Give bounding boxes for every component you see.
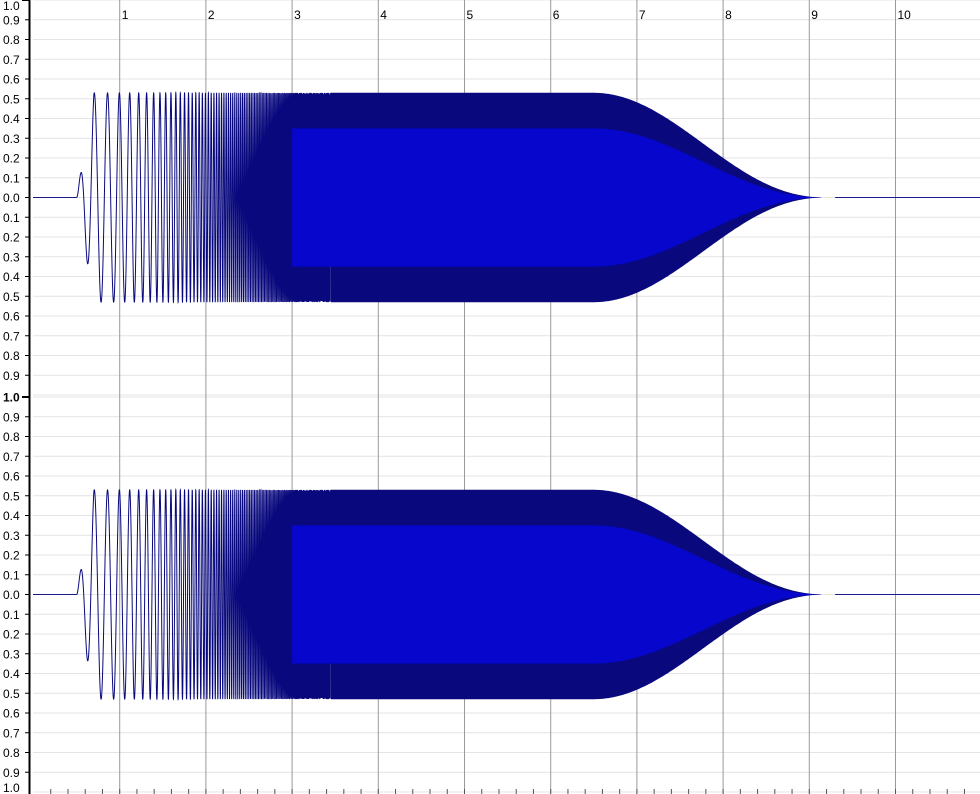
time-ruler[interactable]: 123456789101 <box>50 8 980 794</box>
amplitude-tick-label: 0.3 <box>3 132 20 146</box>
amplitude-tick-label: 0.2 <box>3 231 20 245</box>
amplitude-tick-label: 0.2 <box>3 549 20 563</box>
amplitude-ruler: 1.00.90.80.70.60.50.40.30.20.10.00.10.20… <box>0 0 31 794</box>
amplitude-tick-label: 0.4 <box>3 112 20 126</box>
amplitude-tick-label: 0.6 <box>3 707 20 721</box>
time-tick-label: 4 <box>380 8 387 22</box>
amplitude-tick-label: 0.4 <box>3 270 20 284</box>
amplitude-tick-label: 0.1 <box>3 568 20 582</box>
time-tick-label: 3 <box>294 8 301 22</box>
channel-right[interactable] <box>33 487 980 701</box>
amplitude-tick-label: 0.1 <box>3 171 20 185</box>
amplitude-tick-label: 0.0 <box>3 588 20 602</box>
amplitude-tick-label: 0.7 <box>3 53 20 67</box>
amplitude-tick-label: 0.4 <box>3 509 20 523</box>
envelope-inner <box>292 525 844 664</box>
time-tick-label: 6 <box>553 8 560 22</box>
amplitude-tick-label: 0.6 <box>3 73 20 87</box>
amplitude-tick-label: 0.9 <box>3 410 20 424</box>
amplitude-tick-label: 0.9 <box>3 766 20 780</box>
amplitude-tick-label: 0.5 <box>3 489 20 503</box>
amplitude-tick-label: 0.7 <box>3 329 20 343</box>
amplitude-tick-label: 0.7 <box>3 450 20 464</box>
amplitude-tick-label: 0.5 <box>3 290 20 304</box>
amplitude-tick-label: 0.8 <box>3 746 20 760</box>
time-tick-label: 9 <box>811 8 818 22</box>
amplitude-tick-label: 0.1 <box>3 211 20 225</box>
amplitude-tick-label: 0.2 <box>3 152 20 166</box>
amplitude-tick-label: 0.3 <box>3 529 20 543</box>
time-tick-label: 1 <box>122 8 129 22</box>
time-tick-label: 10 <box>898 8 912 22</box>
amplitude-tick-label: 0.6 <box>3 310 20 324</box>
amplitude-tick-label: 0.5 <box>3 687 20 701</box>
tracks[interactable] <box>33 90 980 701</box>
amplitude-tick-label: 0.4 <box>3 667 20 681</box>
channel-left[interactable] <box>33 90 980 304</box>
amplitude-tick-label: 0.1 <box>3 608 20 622</box>
amplitude-tick-label: 0.6 <box>3 470 20 484</box>
amplitude-tick-label: 0.9 <box>3 369 20 383</box>
amplitude-tick-label: 0.8 <box>3 349 20 363</box>
waveform-trace <box>76 487 332 701</box>
envelope-inner <box>292 128 844 267</box>
time-tick-label: 2 <box>208 8 215 22</box>
amplitude-tick-label: 0.3 <box>3 250 20 264</box>
amplitude-tick-label: 0.8 <box>3 33 20 47</box>
amplitude-tick-label: 1.0 <box>3 0 20 13</box>
amplitude-tick-label: 0.8 <box>3 430 20 444</box>
amplitude-tick-label: 1.0 <box>3 781 20 794</box>
amplitude-tick-label: 0.7 <box>3 726 20 740</box>
amplitude-tick-label: 0.0 <box>3 191 20 205</box>
amplitude-tick-label: 0.2 <box>3 628 20 642</box>
time-tick-label: 5 <box>467 8 474 22</box>
time-tick-label: 7 <box>639 8 646 22</box>
time-tick-label: 8 <box>725 8 732 22</box>
amplitude-tick-label: 0.9 <box>3 13 20 27</box>
amplitude-tick-label: 0.3 <box>3 647 20 661</box>
amplitude-tick-label: 1.0 <box>3 391 20 405</box>
waveform-trace <box>76 90 332 304</box>
amplitude-tick-label: 0.5 <box>3 92 20 106</box>
